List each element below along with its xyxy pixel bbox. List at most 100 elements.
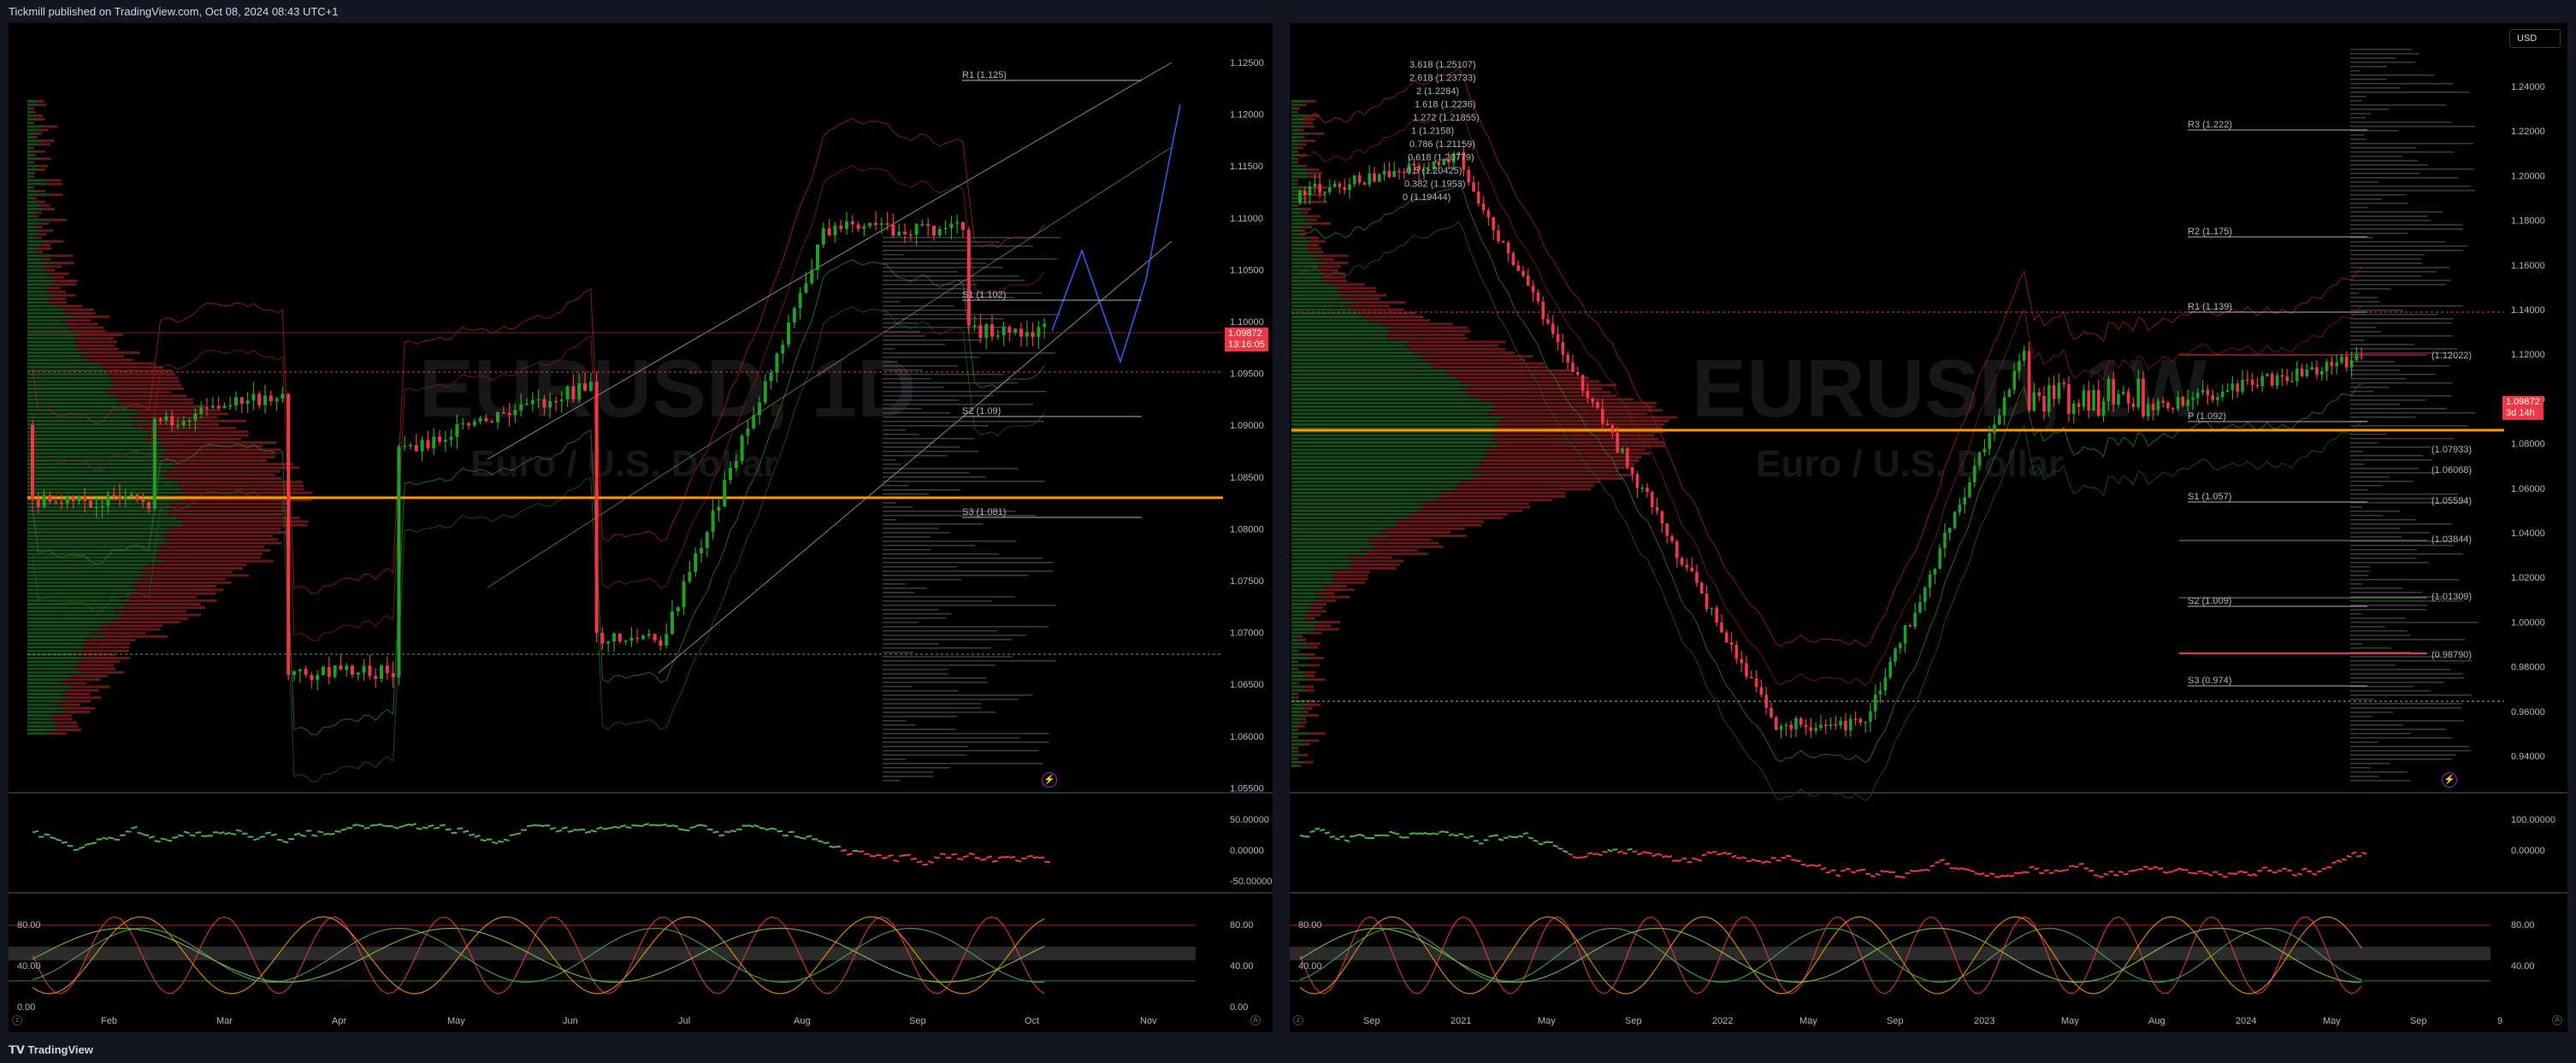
session-profile-bar xyxy=(883,716,957,718)
profile-bar-down xyxy=(1491,405,1656,408)
oscillator-segment xyxy=(549,826,557,830)
profile-bar-down xyxy=(136,577,226,581)
level-label: (1.07933) xyxy=(2431,445,2472,455)
profile-bar-up xyxy=(1291,376,1456,380)
left-lightning-icon[interactable]: ⚡ xyxy=(1042,772,1057,788)
profile-bar-down xyxy=(184,491,313,494)
session-profile-bar xyxy=(883,626,1049,628)
session-profile-bar xyxy=(883,442,935,444)
oscillator-segment xyxy=(2346,854,2352,859)
session-profile-bar xyxy=(2350,292,2360,294)
profile-bar-down xyxy=(1322,254,1349,257)
candle-body xyxy=(135,494,139,499)
profile-bar-up xyxy=(27,107,32,110)
session-profile-bar xyxy=(883,421,1044,422)
left-price-value: 1.09872 xyxy=(1228,328,1262,339)
right-chart-panel[interactable]: EURUSD, 1W Euro / U.S. Dollar 3.618 (1.2… xyxy=(1290,23,2567,1032)
profile-bar-down xyxy=(1295,110,1298,114)
profile-bar-up xyxy=(27,161,32,164)
profile-bar-down xyxy=(1299,143,1307,146)
level-label: (1.01309) xyxy=(2431,592,2472,602)
pivot-label: R3 (1.222) xyxy=(2188,120,2232,130)
currency-button[interactable]: USD xyxy=(2509,29,2561,48)
oscillator-segment xyxy=(1389,830,1395,834)
profile-bar-down xyxy=(181,520,309,523)
profile-bar-up xyxy=(27,262,54,264)
candle-body xyxy=(1948,528,1952,533)
candle-body xyxy=(845,221,848,229)
price-axis-label: 1.00000 xyxy=(2511,617,2545,628)
candle-body xyxy=(106,494,110,506)
session-profile-bar xyxy=(2350,288,2391,290)
profile-bar-up xyxy=(27,688,67,692)
right-settings-icon[interactable]: z xyxy=(1293,1015,1303,1025)
profile-bar-up xyxy=(1291,642,1308,646)
right-auto-scale-icon[interactable]: A xyxy=(2552,1015,2562,1025)
profile-bar-up xyxy=(1291,275,1321,279)
profile-bar-down xyxy=(1300,164,1308,168)
profile-bar-down xyxy=(51,714,72,718)
session-profile-bar xyxy=(883,416,963,418)
profile-bar-down xyxy=(1299,233,1307,236)
candle-body xyxy=(1705,594,1709,610)
session-profile-bar xyxy=(2350,673,2463,675)
profile-bar-up xyxy=(1291,172,1309,174)
profile-bar-up xyxy=(27,412,139,416)
candle-body xyxy=(1437,161,1441,166)
session-profile-bar xyxy=(2350,186,2471,187)
oscillator-segment xyxy=(2009,874,2015,877)
time-axis-label: 9 xyxy=(2497,1016,2502,1026)
profile-bar-down xyxy=(1461,481,1601,484)
left-price-chart[interactable]: EURUSD, 1D Euro / U.S. Dollar R1 (1.125)… xyxy=(9,23,1273,1032)
oscillator-segment xyxy=(1662,854,1668,859)
oscillator-segment xyxy=(1999,874,2005,877)
candle-body xyxy=(234,397,238,405)
session-profile-bar xyxy=(2350,476,2390,478)
profile-bar-down xyxy=(46,182,63,186)
candle-body xyxy=(1824,724,1828,726)
right-lightning-icon[interactable]: ⚡ xyxy=(2442,772,2457,788)
oscillator-segment xyxy=(677,828,684,831)
candle-body xyxy=(1551,323,1555,334)
left-settings-icon[interactable]: z xyxy=(12,1015,22,1025)
session-profile-bar xyxy=(2350,237,2373,239)
session-profile-bar xyxy=(2350,198,2383,200)
profile-bar-up xyxy=(1291,157,1296,161)
right-price-chart[interactable]: EURUSD, 1W Euro / U.S. Dollar 3.618 (1.2… xyxy=(1290,23,2567,1032)
oscillator-segment xyxy=(137,831,144,836)
session-profile-bar xyxy=(2350,639,2466,641)
profile-bar-up xyxy=(27,150,38,153)
candle-body xyxy=(362,665,366,673)
candle-body xyxy=(467,422,470,426)
oscillator-segment xyxy=(1885,870,1891,873)
session-profile-bar xyxy=(2350,754,2456,756)
profile-bar-up xyxy=(1291,168,1308,171)
fib-label: 0.382 (1.1953) xyxy=(1404,180,1466,190)
level-label: (1.12022) xyxy=(2431,351,2472,361)
candle-body xyxy=(1670,535,1674,541)
session-profile-bar xyxy=(2350,203,2408,204)
profile-bar-down xyxy=(37,200,45,204)
session-profile-bar xyxy=(883,310,972,311)
session-profile-bar xyxy=(2350,506,2363,508)
candle-body xyxy=(94,507,98,509)
session-profile-bar xyxy=(883,472,970,474)
candle-body xyxy=(1561,342,1565,355)
oscillator-segment xyxy=(2172,868,2178,872)
publish-header: Tickmill published on TradingView.com, O… xyxy=(0,0,2576,22)
profile-bar-down xyxy=(157,445,263,448)
candle-body xyxy=(565,386,570,400)
left-chart-panel[interactable]: EURUSD, 1D Euro / U.S. Dollar R1 (1.125)… xyxy=(9,23,1273,1032)
profile-bar-up xyxy=(27,452,164,455)
profile-bar-down xyxy=(1311,200,1328,204)
profile-bar-up xyxy=(27,179,46,182)
session-profile-bar xyxy=(2350,519,2417,521)
oscillator-axis-label: 40.00 xyxy=(1298,961,1322,971)
candle-body xyxy=(746,428,750,436)
oscillator-axis-label: 80.00 xyxy=(1230,920,1254,930)
left-auto-scale-icon[interactable]: A xyxy=(1250,1015,1261,1025)
profile-bar-up xyxy=(27,143,40,146)
session-profile-bar xyxy=(2350,720,2465,722)
price-axis-label: 1.06500 xyxy=(1230,680,1264,690)
oscillator-axis-label: 80.00 xyxy=(17,920,41,930)
